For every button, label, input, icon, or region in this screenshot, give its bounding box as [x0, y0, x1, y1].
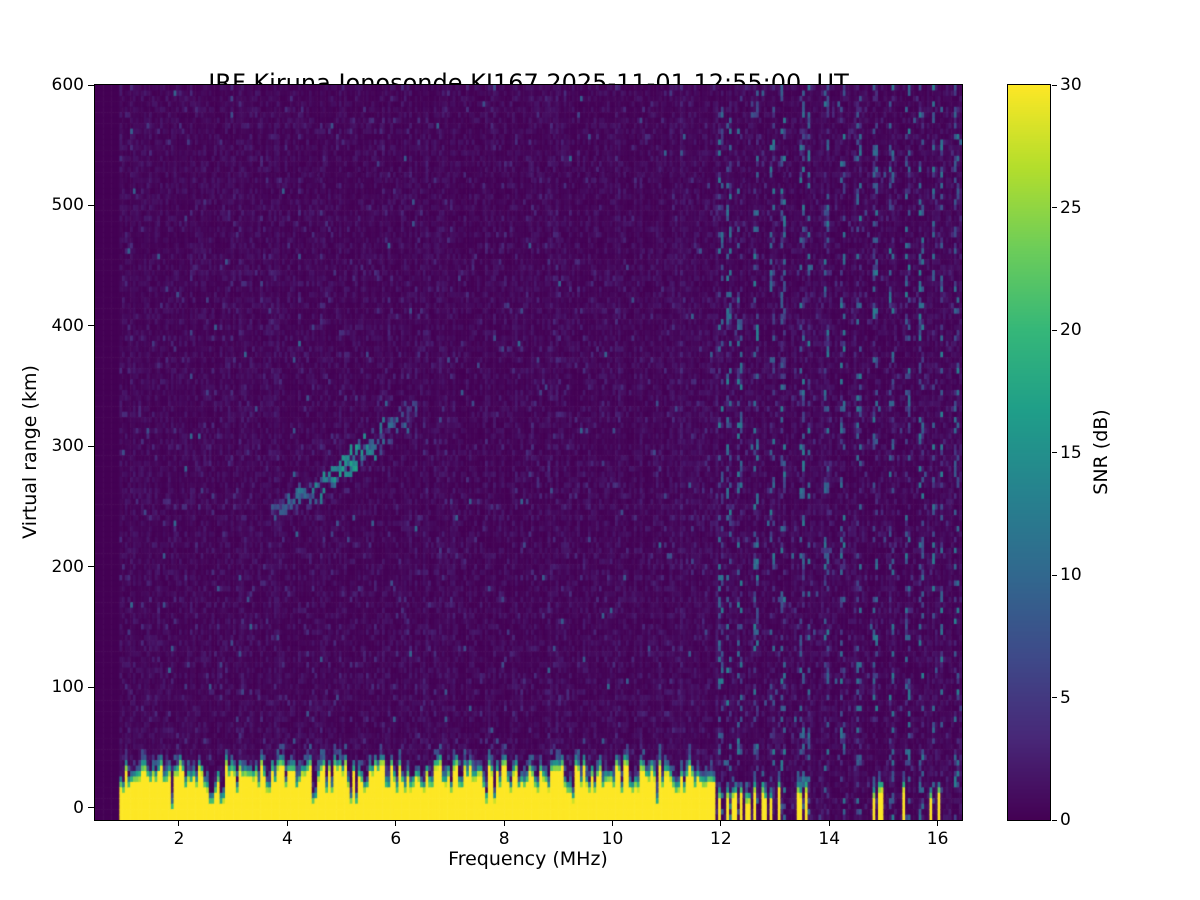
x-tick-mark	[178, 821, 180, 826]
y-tick-mark	[88, 84, 94, 86]
colorbar-tick-label: 0	[1060, 810, 1071, 830]
plot-area	[94, 84, 963, 821]
colorbar-tick-mark	[1052, 84, 1057, 86]
y-tick-mark	[88, 204, 94, 206]
y-tick-mark	[88, 686, 94, 688]
colorbar-tick-label: 10	[1060, 565, 1082, 585]
colorbar-tick-mark	[1052, 452, 1057, 453]
colorbar-tick-label: 15	[1060, 442, 1082, 463]
ionogram-heatmap-canvas	[95, 85, 962, 820]
colorbar-tick-label: 20	[1060, 320, 1082, 340]
x-tick-mark	[395, 821, 397, 826]
colorbar-tick-label: 5	[1060, 687, 1071, 708]
x-tick-label: 14	[818, 829, 841, 849]
colorbar-gradient-canvas	[1008, 85, 1050, 820]
colorbar-tick-label: 30	[1060, 75, 1082, 95]
colorbar-label: SNR (dB)	[1090, 409, 1112, 495]
colorbar-tick-mark	[1052, 329, 1057, 331]
y-axis-label: Virtual range (km)	[19, 365, 41, 539]
y-tick-label: 600	[51, 75, 84, 95]
y-tick-label: 400	[51, 315, 84, 336]
x-tick-label: 4	[281, 829, 293, 849]
x-tick-mark	[611, 821, 613, 826]
y-tick-mark	[88, 807, 94, 809]
y-tick-label: 100	[51, 677, 84, 698]
x-tick-label: 12	[710, 829, 732, 849]
x-tick-label: 8	[498, 829, 510, 849]
y-tick-mark	[88, 445, 94, 447]
colorbar-tick-mark	[1052, 207, 1057, 208]
colorbar-tick-label: 25	[1060, 197, 1082, 218]
y-tick-label: 200	[51, 556, 84, 577]
x-tick-label: 6	[390, 829, 402, 849]
x-tick-label: 10	[601, 829, 624, 849]
x-tick-label: 16	[926, 829, 949, 849]
colorbar-tick-mark	[1052, 697, 1057, 698]
colorbar-tick-mark	[1052, 574, 1057, 576]
y-tick-label: 0	[73, 797, 84, 818]
x-tick-mark	[503, 821, 505, 826]
x-tick-mark	[720, 821, 722, 826]
x-tick-mark	[937, 821, 939, 826]
x-tick-mark	[286, 821, 288, 826]
y-tick-mark	[88, 325, 94, 327]
y-tick-label: 300	[51, 436, 84, 457]
x-tick-mark	[828, 821, 830, 826]
colorbar	[1007, 84, 1051, 821]
y-tick-mark	[88, 566, 94, 568]
y-tick-label: 500	[51, 195, 84, 216]
x-axis-label: Frequency (MHz)	[448, 848, 608, 870]
colorbar-tick-mark	[1052, 819, 1057, 821]
x-tick-label: 2	[173, 829, 185, 849]
